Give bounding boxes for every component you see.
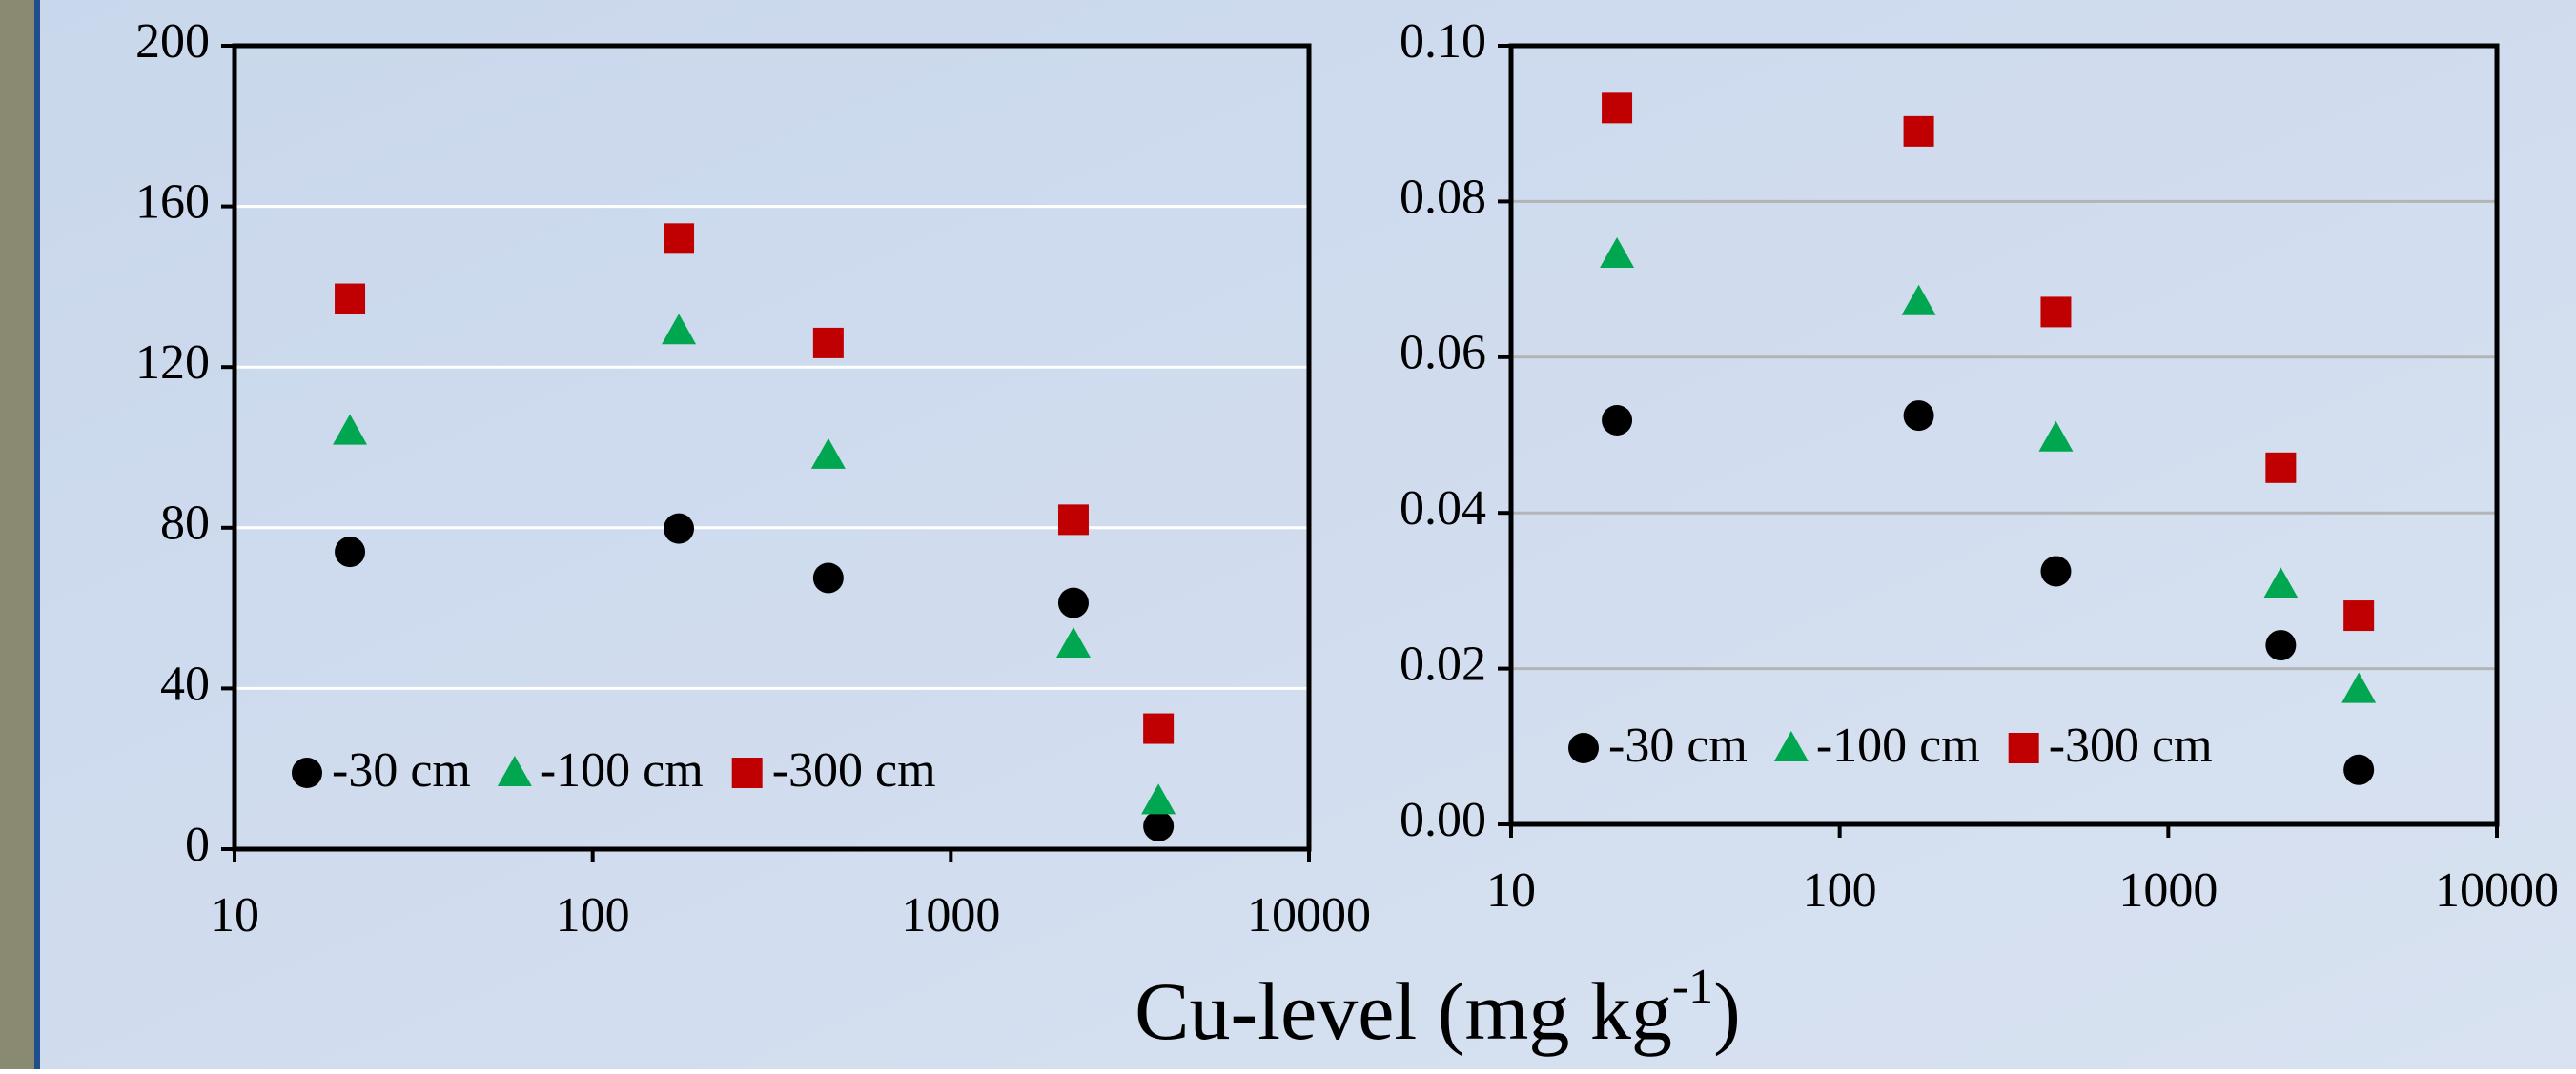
point: [1602, 404, 1633, 436]
legend-label: -100 cm: [540, 743, 704, 798]
y-tick-label: 120: [135, 335, 210, 390]
y-tick-label: 0.08: [1400, 170, 1486, 224]
x-tick-label: 10000: [2435, 863, 2559, 918]
x-label-sup: -1: [1672, 960, 1713, 1014]
point: [1602, 92, 1633, 124]
point: [1057, 504, 1089, 536]
point: [1600, 236, 1635, 268]
photo-strip: [0, 0, 34, 1069]
point: [333, 414, 368, 445]
point: [1901, 284, 1936, 315]
point: [810, 437, 846, 469]
point: [1141, 783, 1176, 815]
x-tick-label: 10: [1486, 863, 1536, 918]
border-line: [34, 0, 40, 1069]
x-tick-label: 10000: [1247, 888, 1371, 942]
x-tick-label: 100: [556, 888, 630, 942]
point: [2040, 296, 2072, 328]
x-tick-label: 100: [1803, 863, 1877, 918]
y-tick-label: 160: [135, 175, 210, 230]
plot-frame: [232, 43, 1312, 852]
y-tick-label: 0.00: [1400, 793, 1486, 847]
legend-label: -30 cm: [332, 743, 471, 798]
point: [497, 756, 532, 786]
point: [1773, 731, 1809, 761]
point: [2265, 630, 2297, 661]
y-tick-label: 40: [160, 657, 210, 711]
point: [2343, 600, 2375, 632]
point: [335, 283, 366, 314]
x-tick-label: 10: [210, 888, 259, 942]
x-tick-label: 1000: [901, 888, 1000, 942]
point: [2040, 556, 2072, 587]
point: [812, 562, 844, 594]
y-tick-label: 0: [185, 818, 210, 872]
legend-label: -300 cm: [2049, 719, 2213, 773]
x-axis-label: Cu-level (mg kg-1): [1135, 960, 1741, 1057]
y-tick-label: 0.06: [1400, 326, 1486, 380]
point: [731, 758, 763, 788]
point: [664, 223, 695, 254]
point: [1143, 713, 1175, 744]
y-tick-label: 0.02: [1400, 638, 1486, 692]
point: [335, 537, 366, 568]
point: [1055, 627, 1091, 659]
point: [2341, 672, 2377, 703]
x-label-text: Cu-level (mg kg: [1135, 965, 1672, 1057]
legend-label: -300 cm: [772, 743, 936, 798]
y-tick-label: 200: [135, 14, 210, 69]
point: [2265, 452, 2297, 483]
point: [662, 314, 697, 345]
point: [1903, 400, 1934, 432]
point: [292, 758, 322, 788]
y-tick-label: 80: [160, 496, 210, 551]
x-tick-label: 1000: [2118, 863, 2218, 918]
point: [1143, 810, 1175, 841]
point: [664, 513, 695, 544]
point: [1568, 733, 1599, 763]
point: [812, 327, 844, 358]
point: [2343, 754, 2375, 785]
legend-label: -30 cm: [1608, 719, 1748, 773]
point: [2038, 420, 2074, 452]
plot-frame: [1508, 43, 2500, 827]
point: [1057, 587, 1089, 618]
y-tick-label: 0.10: [1400, 14, 1486, 69]
y-tick-label: 0.04: [1400, 481, 1486, 536]
x-label-text: ): [1713, 965, 1741, 1057]
point: [2008, 733, 2039, 763]
legend-label: -100 cm: [1816, 719, 1980, 773]
point: [2263, 567, 2299, 598]
point: [1903, 115, 1934, 147]
